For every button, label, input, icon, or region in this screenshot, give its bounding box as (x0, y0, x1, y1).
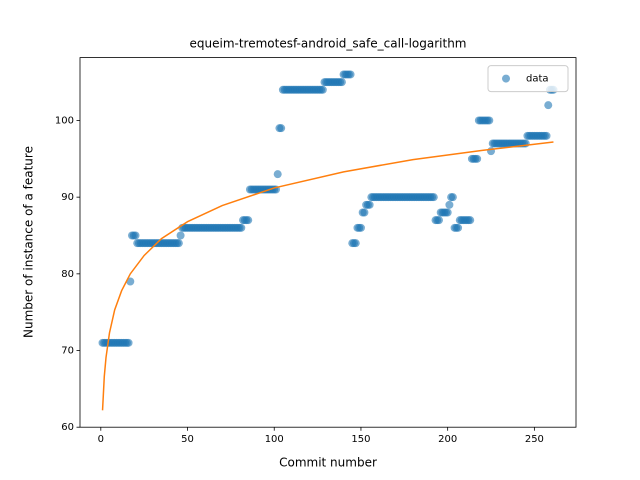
data-point (448, 193, 457, 202)
x-tick-label: 200 (438, 434, 457, 445)
legend-swatch (502, 74, 510, 83)
y-tick-label: 80 (61, 269, 74, 280)
x-tick-label: 150 (351, 434, 370, 445)
x-tick-label: 250 (525, 434, 544, 445)
data-point (365, 200, 374, 209)
data-point (445, 200, 454, 209)
data-point (466, 216, 475, 225)
data-point (473, 154, 482, 163)
data-point (237, 223, 246, 232)
legend-label: data (526, 74, 549, 85)
data-point (273, 170, 282, 179)
data-point (318, 85, 327, 94)
data-point (244, 216, 253, 225)
data-point (346, 70, 355, 79)
legend-box (487, 65, 569, 93)
x-axis-label: Commit number (279, 456, 377, 470)
y-axis-label: Number of instance of a feature (22, 146, 36, 338)
data-point (454, 223, 463, 232)
data-point (429, 193, 438, 202)
data-point (176, 231, 185, 240)
chart-title: equeim-tremotesf-android_safe_call-logar… (190, 37, 467, 51)
data-point (443, 208, 452, 217)
data-point (356, 223, 365, 232)
data-point (542, 131, 551, 140)
x-tick-label: 50 (181, 434, 194, 445)
x-tick-label: 0 (98, 434, 104, 445)
y-tick-label: 90 (61, 192, 74, 203)
data-point (174, 239, 183, 248)
fit-line (101, 141, 554, 411)
axes-frame (79, 57, 577, 428)
data-point (277, 124, 286, 133)
data-point (544, 101, 553, 110)
data-point (126, 277, 135, 286)
y-tick-label: 60 (61, 422, 74, 433)
y-tick-label: 70 (61, 346, 74, 357)
data-point (131, 231, 140, 240)
data-point (360, 208, 369, 217)
x-tick-label: 100 (265, 434, 284, 445)
data-point (485, 116, 494, 125)
data-point (124, 338, 133, 347)
data-point (434, 216, 443, 225)
y-tick-label: 100 (55, 115, 74, 126)
data-point (351, 239, 360, 248)
data-point (337, 78, 346, 87)
